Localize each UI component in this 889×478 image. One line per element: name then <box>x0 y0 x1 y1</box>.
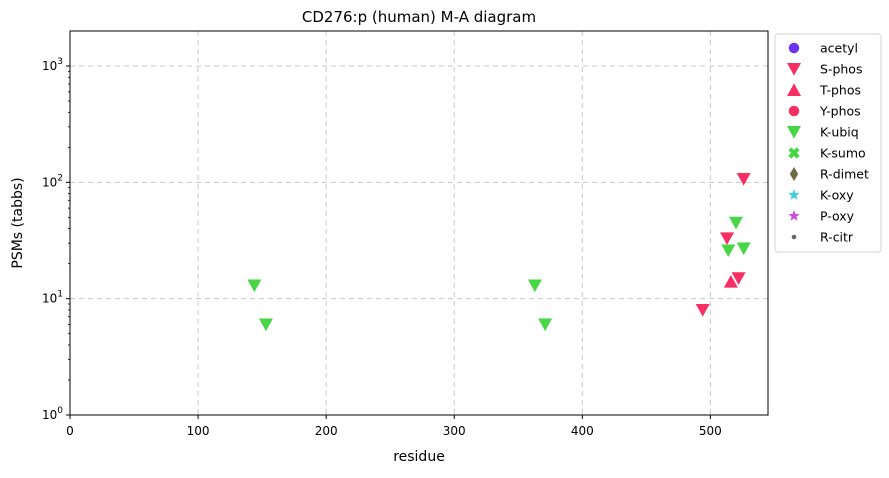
y-axis-label: PSMs (tabbs) <box>10 177 26 268</box>
legend-marker-r-citr <box>791 234 797 240</box>
y-tick-label: 102 <box>42 173 63 189</box>
legend-label-y-phos: Y-phos <box>819 104 861 119</box>
point-s-phos <box>731 272 746 285</box>
point-k-ubiq <box>736 242 751 256</box>
legend-marker-p-oxy <box>788 210 800 221</box>
point-k-ubiq <box>728 216 743 230</box>
legend-label-acetyl: acetyl <box>820 41 858 56</box>
point-s-phos <box>695 303 710 317</box>
legend-label-p-oxy: P-oxy <box>820 209 855 224</box>
legend-marker-k-ubiq <box>787 126 801 139</box>
legend-marker-k-sumo <box>788 147 800 159</box>
legend-label-k-ubiq: K-ubiq <box>820 125 859 140</box>
legend-marker-s-phos <box>787 63 801 76</box>
legend-box <box>774 33 882 253</box>
y-tick-label: 100 <box>42 406 63 422</box>
point-k-ubiq <box>721 244 736 258</box>
legend-label-r-dimet: R-dimet <box>820 167 869 182</box>
legend-marker-y-phos <box>788 105 800 117</box>
legend-marker-r-dimet <box>789 167 799 181</box>
point-k-ubiq <box>538 318 553 332</box>
x-tick-label: 0 <box>66 424 74 438</box>
legend-marker-t-phos <box>787 83 801 96</box>
x-tick-label: 200 <box>315 424 338 438</box>
x-tick-label: 300 <box>443 424 466 438</box>
point-k-ubiq <box>258 318 273 332</box>
x-tick-label: 100 <box>187 424 210 438</box>
chart-title: CD276:p (human) M-A diagram <box>302 8 536 26</box>
data-points <box>247 172 751 332</box>
x-tick-label: 400 <box>571 424 594 438</box>
legend-marker-k-oxy <box>788 189 800 200</box>
legend-marker-k-sumo-stroke <box>788 147 800 159</box>
legend: acetyl S-phos T-phos Y-phos K-ubiq K-sumo R-di… <box>774 33 882 253</box>
legend-label-r-citr: R-citr <box>820 230 854 245</box>
point-s-phos <box>736 172 751 186</box>
plot-frame <box>69 30 769 416</box>
x-tick-label: 500 <box>699 424 722 438</box>
legend-label-k-oxy: K-oxy <box>820 188 854 203</box>
grid <box>70 31 768 415</box>
legend-marker-acetyl <box>788 42 800 54</box>
point-s-phos <box>720 232 735 246</box>
point-t-phos <box>723 275 738 288</box>
legend-label-t-phos: T-phos <box>819 83 861 98</box>
x-axis-label: residue <box>393 449 445 465</box>
point-k-ubiq <box>247 279 262 293</box>
y-tick-label: 101 <box>42 290 63 306</box>
point-k-ubiq <box>527 279 542 293</box>
legend-label-s-phos: S-phos <box>820 62 862 77</box>
legend-label-k-sumo: K-sumo <box>820 146 866 161</box>
y-tick-label: 103 <box>42 57 63 73</box>
